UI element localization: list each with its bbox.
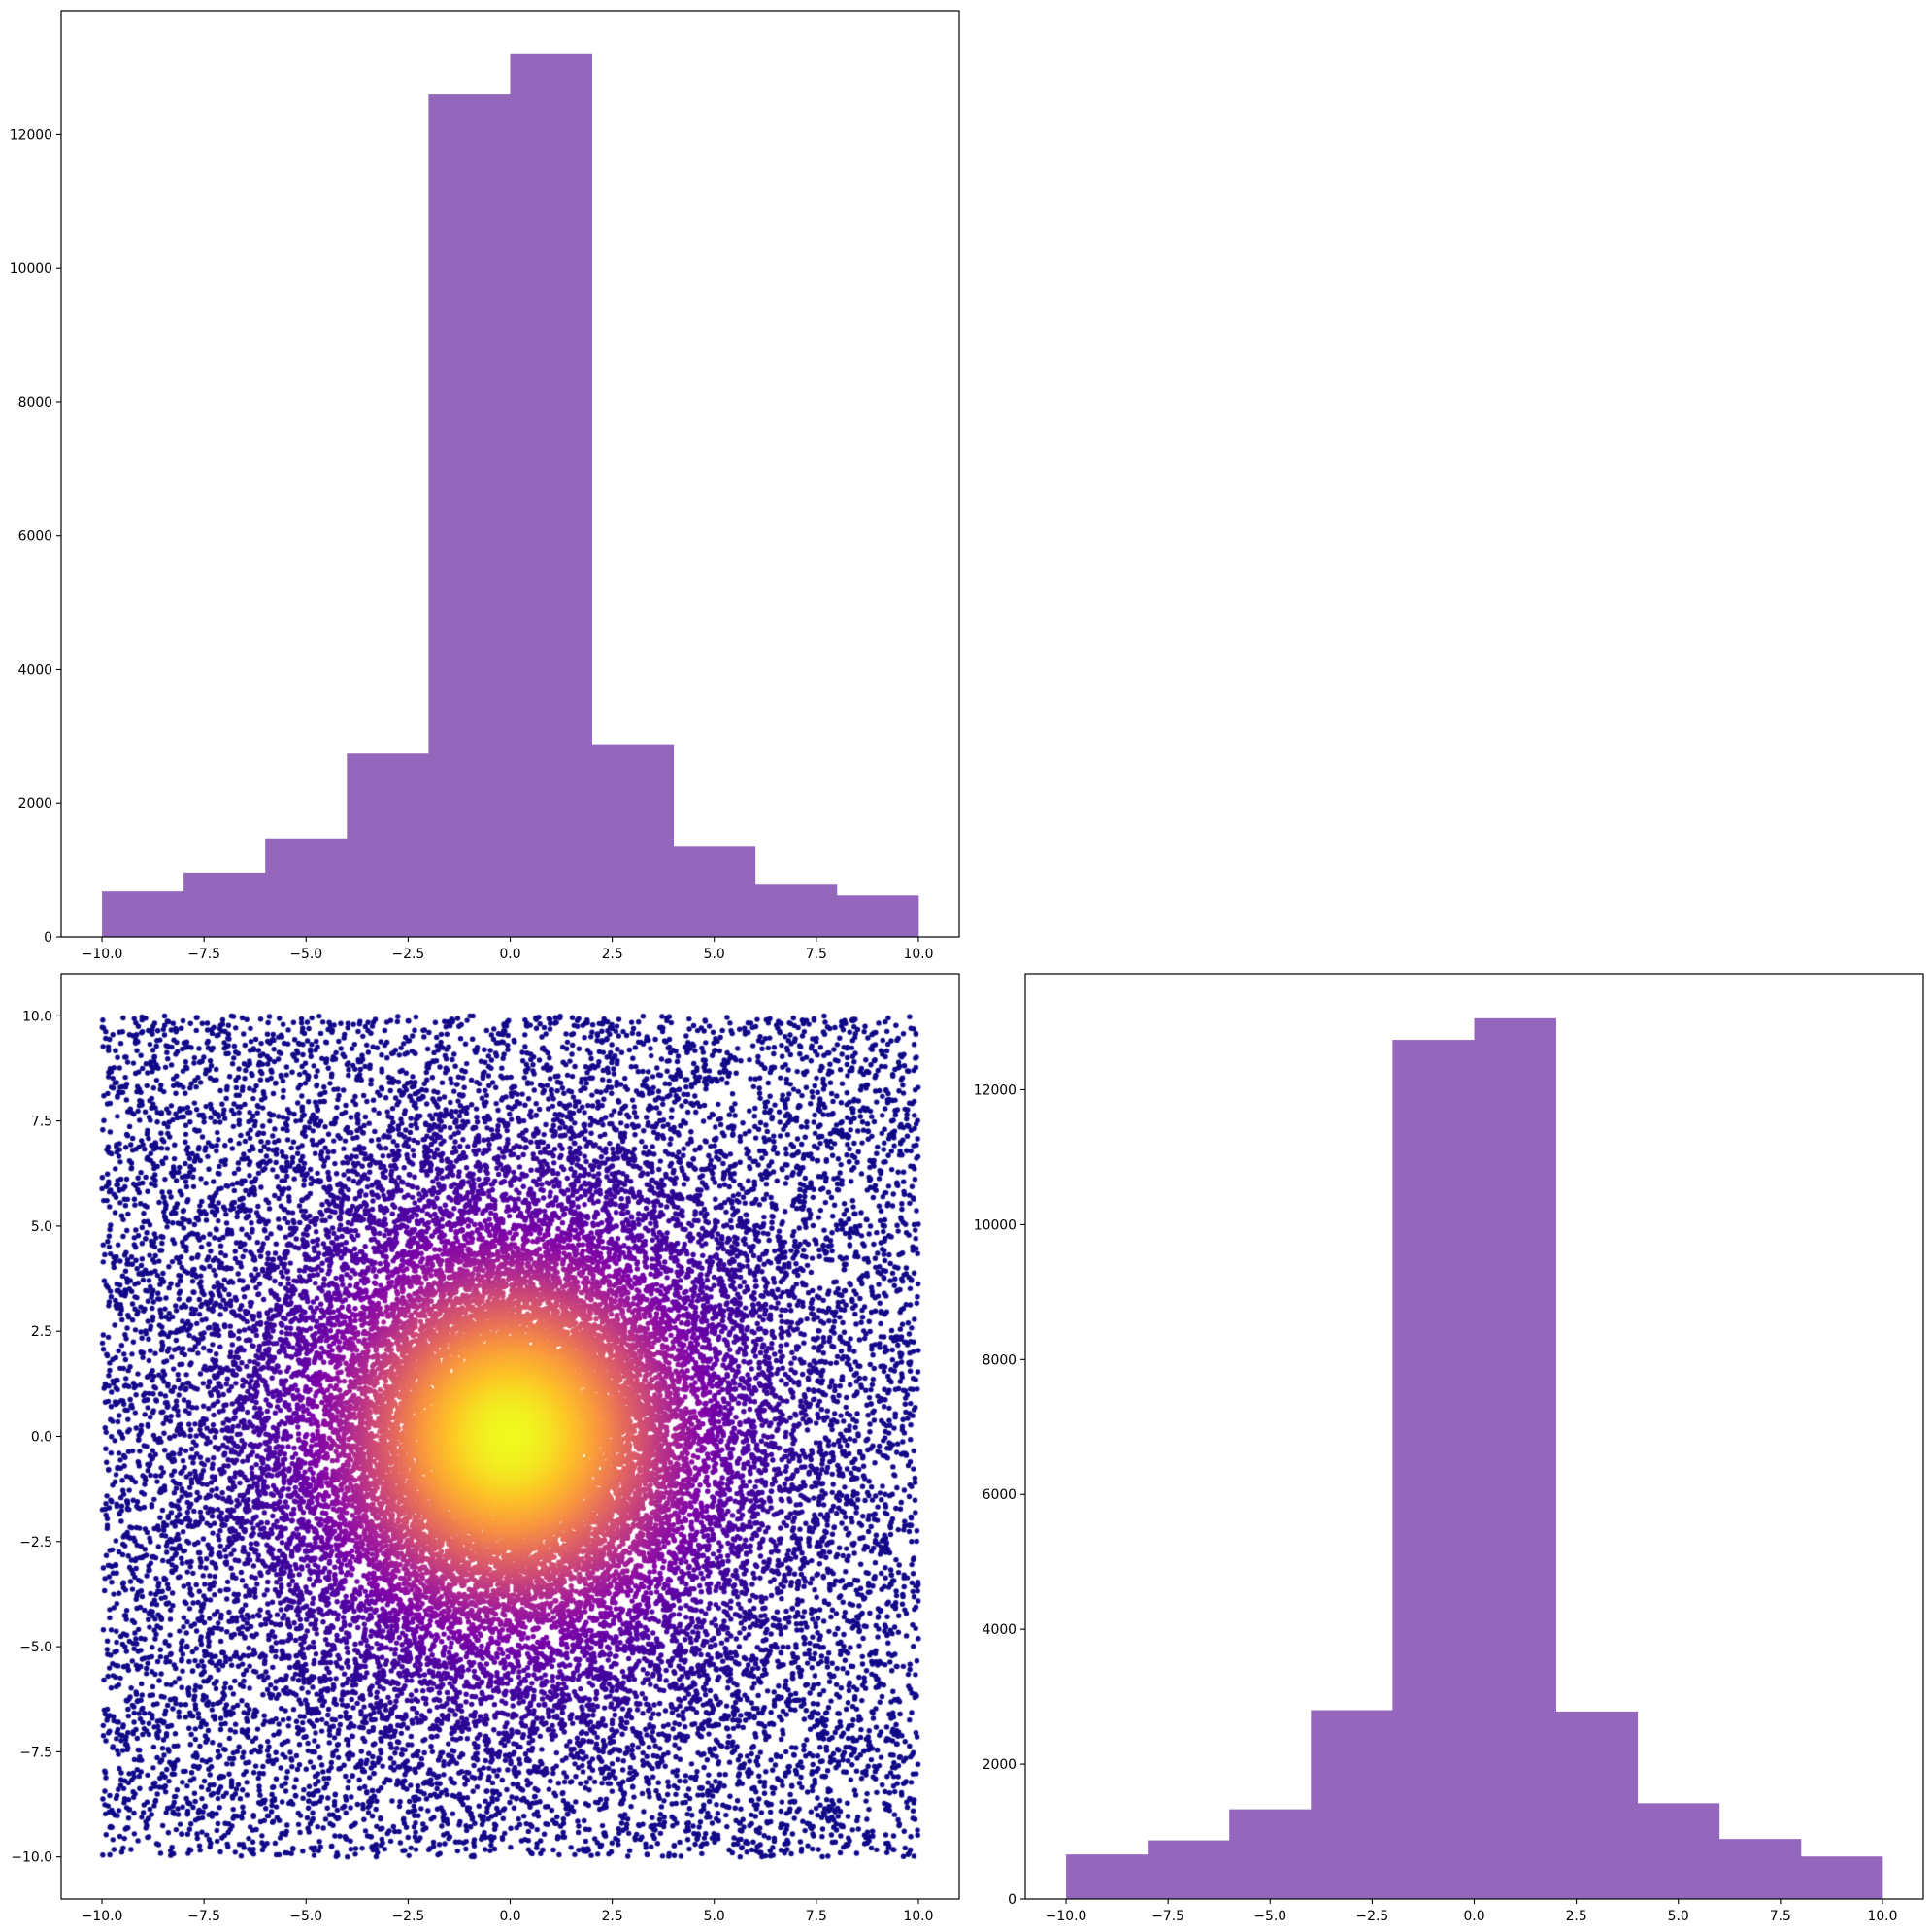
histogram-bar — [102, 891, 184, 937]
axes-frame — [60, 10, 960, 938]
histogram-bar — [836, 895, 919, 937]
x-tick-label: 2.5 — [602, 947, 623, 962]
y-tick-label: 8000 — [983, 1352, 1016, 1368]
y-tick-label: 8000 — [18, 395, 52, 411]
histogram-bar — [754, 884, 838, 937]
y-tick-label: 2.5 — [31, 1324, 52, 1340]
y-tick-label: 10000 — [974, 1217, 1016, 1233]
histogram-bar — [183, 872, 266, 937]
x-tick-label: −5.0 — [1253, 1909, 1286, 1924]
histogram-bar — [265, 838, 348, 937]
histogram-bar — [510, 53, 592, 937]
x-histogram-panel: −10.0 −7.5 −5.0 −2.5 0.0 2.5 5.0 7.5 10.0 0 2000 40… — [10, 10, 960, 962]
x-tick-label: −10.0 — [82, 947, 123, 962]
y-tick-label: 2000 — [983, 1757, 1016, 1773]
x-tick-label: 7.5 — [1770, 1909, 1791, 1924]
y-histogram-panel: −10.0 −7.5 −5.0 −2.5 0.0 2.5 5.0 7.5 10.0 0 2000 40… — [974, 973, 1924, 1924]
x-tick-label: −5.0 — [289, 947, 322, 962]
y-tick-label: 0 — [44, 930, 52, 946]
x-tick-label: 5.0 — [704, 1909, 725, 1924]
x-tick-label: −2.5 — [392, 1909, 425, 1924]
axes-frame — [60, 973, 960, 1900]
x-tick-label: 10.0 — [1867, 1909, 1897, 1924]
histogram-bar — [1392, 1040, 1475, 1899]
y-tick-label: 10000 — [10, 261, 52, 277]
y-tick-label: −5.0 — [19, 1640, 52, 1655]
x-tick-label: 2.5 — [1566, 1909, 1587, 1924]
y-tick-label: 5.0 — [31, 1219, 52, 1235]
y-tick-label: 0 — [1008, 1892, 1016, 1908]
histogram-bar — [1311, 1710, 1393, 1899]
y-tick-label: 0.0 — [31, 1430, 52, 1446]
x-tick-label: 5.0 — [704, 947, 725, 962]
x-tick-label: 2.5 — [602, 1909, 623, 1924]
y-tick-label: 6000 — [983, 1487, 1016, 1503]
histogram-bar — [1800, 1856, 1883, 1899]
x-tick-label: 10.0 — [903, 1909, 933, 1924]
histogram-bar — [1637, 1803, 1720, 1899]
y-tick-label: 12000 — [974, 1083, 1016, 1098]
x-tick-label: 7.5 — [806, 1909, 827, 1924]
histogram-bar — [1229, 1809, 1312, 1899]
y-tick-label: 7.5 — [31, 1115, 52, 1130]
x-tick-label: 0.0 — [1463, 1909, 1484, 1924]
y-tick-label: 6000 — [18, 529, 52, 545]
histogram-bar — [1148, 1840, 1230, 1899]
y-tick-label: 2000 — [18, 796, 52, 812]
y-tick-label: 10.0 — [22, 1009, 52, 1024]
x-tick-label: −2.5 — [1356, 1909, 1389, 1924]
x-tick-label: −7.5 — [187, 947, 220, 962]
x-tick-label: 7.5 — [806, 947, 827, 962]
histogram-bar — [1718, 1839, 1802, 1899]
y-tick-label: −7.5 — [19, 1745, 52, 1760]
x-tick-label: −7.5 — [187, 1909, 220, 1924]
x-tick-label: 0.0 — [499, 1909, 520, 1924]
histogram-bar — [428, 94, 511, 938]
histogram-bar — [1066, 1854, 1149, 1899]
histogram-bar — [673, 846, 756, 937]
x-tick-label: −10.0 — [82, 1909, 123, 1924]
y-tick-label: 4000 — [983, 1622, 1016, 1638]
x-tick-label: −7.5 — [1151, 1909, 1184, 1924]
x-tick-label: 10.0 — [903, 947, 933, 962]
x-tick-label: −5.0 — [289, 1909, 322, 1924]
histogram-bar — [1474, 1017, 1556, 1899]
histogram-bar — [347, 753, 429, 937]
x-tick-label: −2.5 — [392, 947, 425, 962]
axes-frame — [1024, 973, 1924, 1900]
x-tick-label: 0.0 — [499, 947, 520, 962]
y-tick-label: 4000 — [18, 662, 52, 678]
y-tick-label: 12000 — [10, 127, 52, 143]
x-tick-label: 5.0 — [1668, 1909, 1689, 1924]
y-tick-label: −10.0 — [11, 1850, 52, 1866]
x-tick-label: −10.0 — [1046, 1909, 1087, 1924]
y-tick-label: −2.5 — [19, 1535, 52, 1550]
histogram-bar — [591, 744, 675, 937]
histogram-bar — [1555, 1711, 1639, 1899]
